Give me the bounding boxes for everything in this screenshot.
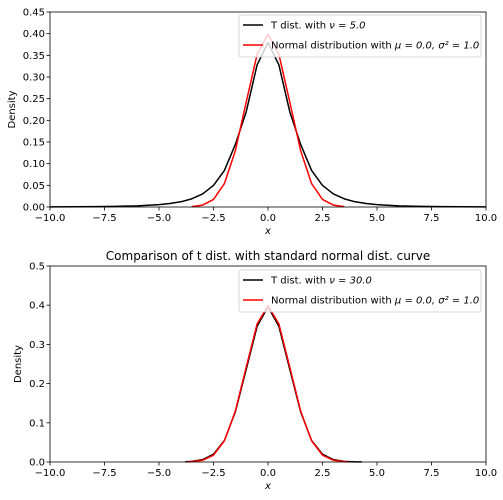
y-tick-label: 0.25 [23, 94, 45, 105]
x-tick-label: 0.0 [260, 468, 276, 479]
x-tick-label: −2.5 [201, 213, 225, 224]
x-tick-label: −5.0 [147, 468, 171, 479]
x-tick-label: 5.0 [369, 213, 385, 224]
legend-entry: T dist. with ν = 30.0 [270, 276, 372, 287]
y-tick-label: 0.3 [29, 340, 45, 351]
legend-entry-prefix: T dist. with [270, 276, 329, 287]
x-axis-label: x [264, 481, 271, 492]
x-tick-label: −10.0 [35, 213, 66, 224]
y-tick-label: 0.05 [23, 181, 45, 192]
y-tick-label: 0.2 [29, 379, 45, 390]
legend-entry-prefix: Normal distribution with [271, 41, 395, 52]
x-tick-label: 2.5 [315, 468, 331, 479]
legend-entry: Normal distribution with μ = 0.0, σ² = 1… [271, 296, 479, 307]
legend: T dist. with ν = 30.0 Normal distribution… [238, 269, 482, 313]
x-tick-label: 5.0 [369, 468, 385, 479]
x-tick-label: −7.5 [92, 213, 116, 224]
bottom-chart: −10.0 −7.5 −5.0 −2.5 0.0 2.5 5.0 7.5 10.0 0.0 0.1 0… [13, 249, 497, 492]
legend-entry-math: μ = 0.0, σ² = 1.0 [394, 296, 479, 307]
legend-entry-prefix: T dist. with [270, 21, 329, 32]
y-tick-label: 0.35 [23, 51, 45, 62]
legend-box [238, 14, 482, 58]
y-tick-label: 0.10 [23, 159, 45, 170]
y-tick-label: 0.15 [23, 138, 45, 149]
x-tick-label: 7.5 [424, 213, 440, 224]
x-tick-label: 10.0 [475, 213, 497, 224]
x-axis-label: x [264, 226, 271, 237]
x-tick-label: 2.5 [315, 213, 331, 224]
y-tick-label: 0.45 [23, 8, 45, 19]
x-tick-label: −5.0 [147, 213, 171, 224]
axes-frame [49, 265, 487, 463]
legend-entry: Normal distribution with μ = 0.0, σ² = 1… [271, 41, 479, 52]
y-tick-label: 0.5 [29, 262, 45, 273]
y-tick-label: 0.4 [29, 301, 45, 312]
x-tick-label: 0.0 [260, 213, 276, 224]
legend-box [238, 269, 482, 313]
x-tick-label: 10.0 [475, 468, 497, 479]
legend-entry-math: ν = 5.0 [329, 21, 365, 32]
y-tick-label: 0.1 [29, 418, 45, 429]
y-tick-label: 0.0 [29, 458, 45, 469]
x-tick-label: −2.5 [201, 468, 225, 479]
axes-frame [49, 11, 487, 208]
y-tick-label: 0.00 [23, 203, 45, 214]
legend: T dist. with ν = 5.0 Normal distribution … [238, 14, 482, 58]
legend-entry-math: μ = 0.0, σ² = 1.0 [394, 41, 479, 52]
y-tick-label: 0.20 [23, 116, 45, 127]
y-axis-label: Density [7, 90, 18, 128]
x-tick-label: −7.5 [92, 468, 116, 479]
legend-entry-math: ν = 30.0 [329, 276, 372, 287]
legend-entry-prefix: Normal distribution with [271, 296, 395, 307]
y-tick-label: 0.30 [23, 73, 45, 84]
legend-entry: T dist. with ν = 5.0 [270, 21, 366, 32]
chart-title: Comparison of t dist. with standard norm… [106, 249, 430, 263]
x-tick-label: 7.5 [424, 468, 440, 479]
y-axis-label: Density [13, 345, 24, 383]
y-tick-label: 0.40 [23, 29, 45, 40]
x-tick-label: −10.0 [35, 468, 66, 479]
top-chart: −10.0 −7.5 −5.0 −2.5 0.0 2.5 5.0 7.5 10.0 0.00 0.0… [7, 8, 497, 238]
